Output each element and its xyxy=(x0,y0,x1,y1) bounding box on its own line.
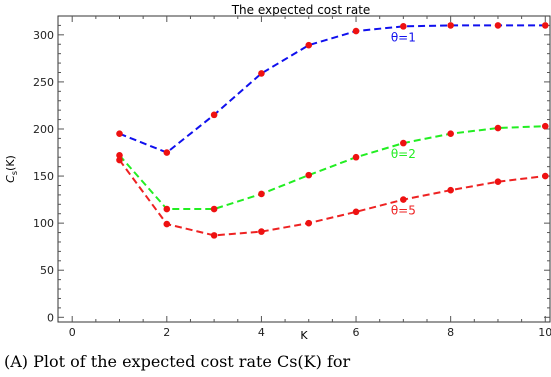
x-tick-label: 8 xyxy=(447,326,454,339)
x-axis-label: K xyxy=(300,329,308,342)
series-line xyxy=(118,159,546,237)
series-labels: θ=1 θ=2 θ=5 xyxy=(391,30,416,217)
x-tick-label: 2 xyxy=(163,326,170,339)
data-point xyxy=(494,178,502,186)
data-point xyxy=(400,139,407,147)
x-tick-label: 4 xyxy=(258,326,265,339)
data-point xyxy=(494,22,502,29)
data-point xyxy=(352,153,360,161)
data-point xyxy=(541,172,549,180)
x-axis: 0 2 4 6 8 10 xyxy=(69,16,551,339)
chart-title: The expected cost rate xyxy=(231,3,371,17)
y-tick-label: 200 xyxy=(33,123,54,136)
data-point xyxy=(258,190,265,198)
data-point xyxy=(447,186,454,194)
data-point xyxy=(163,220,171,228)
series-line xyxy=(119,24,546,154)
data-point xyxy=(210,232,218,239)
data-point xyxy=(163,205,171,213)
y-tick-label: 300 xyxy=(33,29,54,42)
data-point xyxy=(541,122,549,130)
data-point xyxy=(447,22,454,29)
y-tick-label: 0 xyxy=(47,311,54,324)
data-point xyxy=(305,171,313,179)
data-point xyxy=(116,156,123,164)
data-point xyxy=(210,111,218,119)
x-tick-label: 0 xyxy=(69,326,76,339)
data-point xyxy=(116,152,123,159)
series-label: θ=5 xyxy=(391,204,416,218)
series-label: θ=1 xyxy=(391,30,416,44)
figure-caption: (A) Plot of the expected cost rate Cs(K)… xyxy=(4,352,351,371)
data-point xyxy=(305,219,313,227)
x-tick-label: 10 xyxy=(538,326,551,339)
x-tick-label: 6 xyxy=(353,326,360,339)
series-line xyxy=(118,125,546,211)
data-point xyxy=(494,124,502,132)
y-axis-label: Cs(K) xyxy=(4,155,19,183)
data-point xyxy=(163,149,171,156)
series-markers xyxy=(116,22,549,239)
y-tick-label: 150 xyxy=(33,170,54,183)
data-point xyxy=(352,208,360,216)
y-axis: 0 50 100 150 200 250 300 xyxy=(33,24,550,324)
plot-frame xyxy=(57,15,551,323)
data-point xyxy=(258,70,265,77)
data-point xyxy=(400,23,407,30)
data-point xyxy=(116,130,123,137)
data-point xyxy=(400,196,407,203)
data-point xyxy=(210,205,218,213)
series-lines xyxy=(118,24,546,237)
data-point xyxy=(305,41,313,49)
data-point xyxy=(447,130,454,137)
series-label: θ=2 xyxy=(391,147,416,161)
y-tick-label: 50 xyxy=(40,264,54,277)
data-point xyxy=(541,22,549,29)
y-tick-label: 250 xyxy=(33,76,54,89)
data-point xyxy=(258,228,265,235)
data-point xyxy=(352,27,360,35)
y-tick-label: 100 xyxy=(33,217,54,230)
